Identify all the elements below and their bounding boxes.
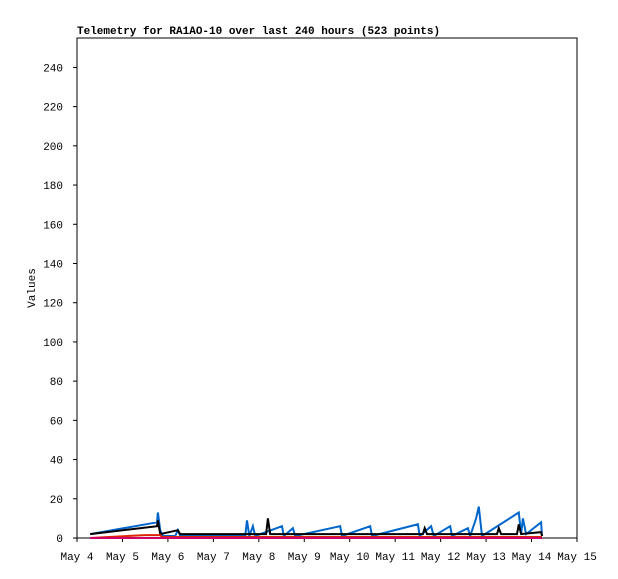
y-axis-label: Values (27, 268, 39, 308)
x-tick-label: May 12 (421, 552, 461, 564)
series-line (90, 518, 543, 537)
x-tick-label: May 9 (288, 552, 321, 564)
y-tick-label: 60 (50, 416, 63, 428)
x-tick-label: May 13 (466, 552, 506, 564)
chart-title: Telemetry for RA1AO-10 over last 240 hou… (77, 26, 440, 38)
y-tick-label: 40 (50, 456, 63, 468)
x-tick-label: May 14 (512, 552, 552, 564)
x-tick-label: May 8 (242, 552, 275, 564)
x-tick-label: May 5 (106, 552, 139, 564)
y-tick-label: 140 (43, 259, 63, 271)
y-tick-label: 80 (50, 377, 63, 389)
x-tick-label: May 15 (557, 552, 597, 564)
y-tick-label: 200 (43, 142, 63, 154)
y-tick-label: 120 (43, 299, 63, 311)
x-tick-label: May 6 (151, 552, 184, 564)
y-tick-label: 160 (43, 220, 63, 232)
y-tick-label: 180 (43, 181, 63, 193)
y-tick-label: 20 (50, 495, 63, 507)
plot-frame (76, 37, 578, 539)
x-tick-label: May 7 (197, 552, 230, 564)
y-tick-label: 240 (43, 63, 63, 75)
x-tick-label: May 4 (60, 552, 93, 564)
y-tick-label: 220 (43, 103, 63, 115)
y-tick-label: 100 (43, 338, 63, 350)
y-tick-label: 0 (56, 534, 63, 546)
x-tick-label: May 10 (330, 552, 370, 564)
x-tick-label: May 11 (375, 552, 415, 564)
